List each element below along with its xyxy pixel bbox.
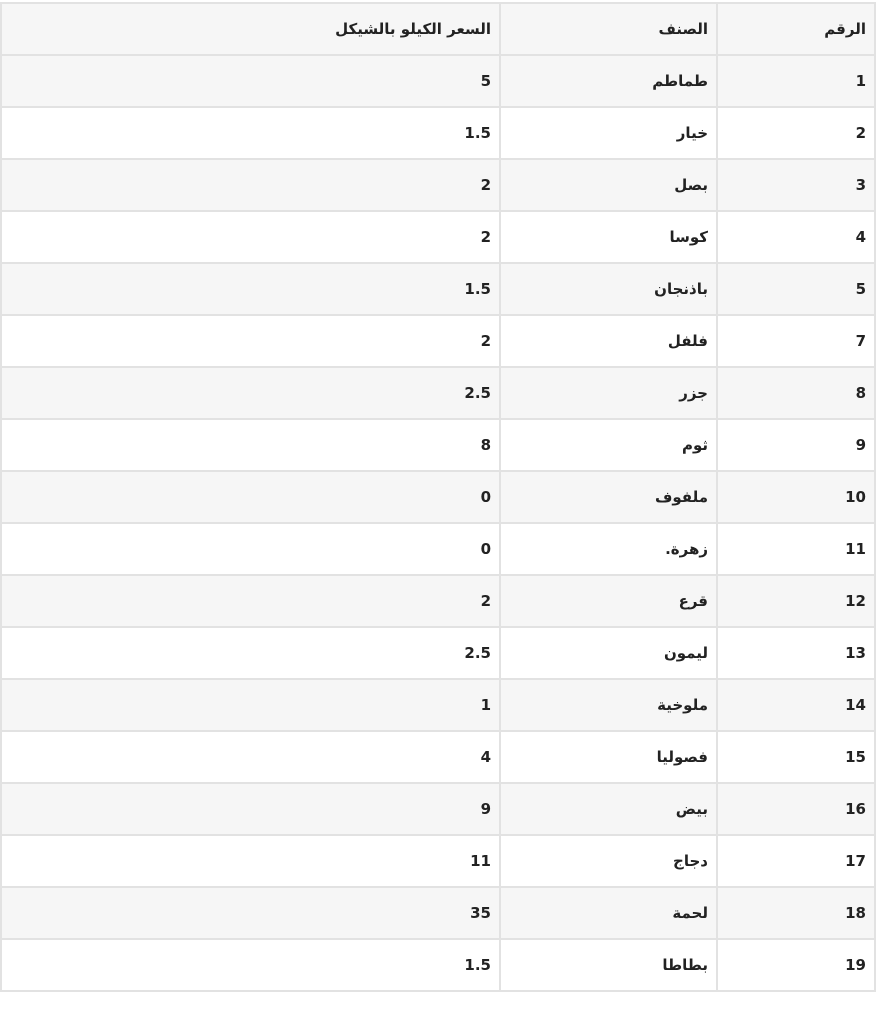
cell-number: 18	[716, 886, 876, 940]
cell-price: 1.5	[0, 106, 501, 160]
cell-item: باذنجان	[499, 262, 718, 316]
cell-price: 1.5	[0, 938, 501, 992]
cell-number: 14	[716, 678, 876, 732]
cell-price: 1	[0, 678, 501, 732]
table-row: 5 باذنجان 1.5	[0, 262, 876, 316]
cell-item: دجاج	[499, 834, 718, 888]
cell-item: بطاطا	[499, 938, 718, 992]
table-row: 14 ملوخية 1	[0, 678, 876, 732]
cell-number: 5	[716, 262, 876, 316]
cell-number: 4	[716, 210, 876, 264]
cell-number: 19	[716, 938, 876, 992]
table-row: 3 بصل 2	[0, 158, 876, 212]
table-row: 9 ثوم 8	[0, 418, 876, 472]
cell-number: 17	[716, 834, 876, 888]
cell-price: 2	[0, 210, 501, 264]
cell-number: 13	[716, 626, 876, 680]
cell-item: ملوخية	[499, 678, 718, 732]
cell-price: 9	[0, 782, 501, 836]
cell-item: طماطم	[499, 54, 718, 108]
cell-number: 10	[716, 470, 876, 524]
cell-item: ليمون	[499, 626, 718, 680]
header-price: السعر الكيلو بالشيكل	[0, 2, 501, 56]
table-row: 2 خيار 1.5	[0, 106, 876, 160]
cell-item: جزر	[499, 366, 718, 420]
header-item: الصنف	[499, 2, 718, 56]
cell-price: 2	[0, 574, 501, 628]
cell-item: كوسا	[499, 210, 718, 264]
cell-item: فلفل	[499, 314, 718, 368]
table-row: 11 زهرة. 0	[0, 522, 876, 576]
cell-price: 11	[0, 834, 501, 888]
cell-price: 2	[0, 158, 501, 212]
cell-price: 0	[0, 470, 501, 524]
table-row: 15 فصوليا 4	[0, 730, 876, 784]
table-row: 18 لحمة 35	[0, 886, 876, 940]
table-row: 1 طماطم 5	[0, 54, 876, 108]
table-row: 16 بيض 9	[0, 782, 876, 836]
table-row: 19 بطاطا 1.5	[0, 938, 876, 992]
cell-price: 4	[0, 730, 501, 784]
cell-number: 2	[716, 106, 876, 160]
cell-item: فصوليا	[499, 730, 718, 784]
cell-number: 1	[716, 54, 876, 108]
cell-number: 16	[716, 782, 876, 836]
cell-item: خيار	[499, 106, 718, 160]
table-row: 12 قرع 2	[0, 574, 876, 628]
cell-number: 8	[716, 366, 876, 420]
table-row: 7 فلفل 2	[0, 314, 876, 368]
cell-price: 35	[0, 886, 501, 940]
cell-item: زهرة.	[499, 522, 718, 576]
table-row: 13 ليمون 2.5	[0, 626, 876, 680]
table-header-row: الرقم الصنف السعر الكيلو بالشيكل	[0, 2, 876, 56]
table-row: 10 ملفوف 0	[0, 470, 876, 524]
cell-price: 0	[0, 522, 501, 576]
cell-price: 1.5	[0, 262, 501, 316]
price-table: الرقم الصنف السعر الكيلو بالشيكل 1 طماطم 5…	[0, 2, 876, 992]
cell-item: قرع	[499, 574, 718, 628]
cell-price: 5	[0, 54, 501, 108]
table-row: 4 كوسا 2	[0, 210, 876, 264]
cell-item: ملفوف	[499, 470, 718, 524]
cell-number: 9	[716, 418, 876, 472]
cell-item: لحمة	[499, 886, 718, 940]
cell-item: ثوم	[499, 418, 718, 472]
cell-price: 8	[0, 418, 501, 472]
cell-number: 15	[716, 730, 876, 784]
cell-number: 3	[716, 158, 876, 212]
cell-item: بصل	[499, 158, 718, 212]
cell-price: 2.5	[0, 366, 501, 420]
cell-number: 11	[716, 522, 876, 576]
cell-price: 2	[0, 314, 501, 368]
cell-number: 12	[716, 574, 876, 628]
cell-item: بيض	[499, 782, 718, 836]
header-number: الرقم	[716, 2, 876, 56]
cell-number: 7	[716, 314, 876, 368]
table-row: 17 دجاج 11	[0, 834, 876, 888]
cell-price: 2.5	[0, 626, 501, 680]
table-row: 8 جزر 2.5	[0, 366, 876, 420]
